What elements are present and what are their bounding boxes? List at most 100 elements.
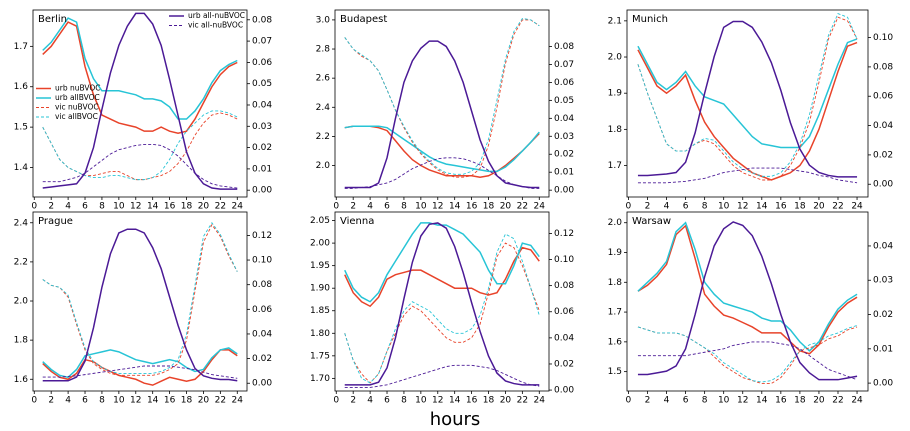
x-tick-label: 20 [500,396,512,406]
y-tick-label: 1.90 [310,284,330,294]
y2-tick-label: 0.00 [554,186,574,196]
panel-title: Vienna [340,216,374,227]
x-tick-label: 10 [113,396,125,406]
x-tick-label: 8 [702,396,708,406]
y2-tick-label: 0.04 [252,329,272,339]
x-tick-label: 22 [832,396,843,406]
y-tick-label: 1.7 [608,161,622,171]
x-tick-label: 2 [645,396,651,406]
x-tick-label: 4 [367,202,373,212]
x-tick-label: 18 [483,202,495,212]
y2-tick-label: 0.07 [252,37,272,47]
series-line [344,364,540,388]
legend-label: urb all-nuBVOC [188,11,245,20]
x-tick-label: 2 [48,202,54,212]
x-tick-label: 20 [813,202,825,212]
x-axis-label: hours [430,409,481,430]
series-line [344,125,540,178]
y-tick-label: 1.8 [14,336,29,346]
y-tick-label: 2.00 [310,239,330,249]
panel: 0 2 4 6 8 10 12 14 16 18 20 22 241.51.61.71.81.92.00… [608,211,893,406]
series-line [637,38,858,149]
x-tick-label: 10 [113,202,125,212]
series-line [42,228,238,382]
x-tick-label: 4 [65,396,71,406]
x-tick-label: 16 [466,202,478,212]
y2-tick-label: 0.00 [252,186,272,196]
x-tick-label: 20 [198,396,210,406]
y2-tick-label: 0.06 [554,307,574,317]
x-tick-label: 2 [350,202,356,212]
y-tick-label: 2.4 [14,218,29,228]
x-tick-label: 0 [31,396,37,406]
x-tick-label: 24 [851,202,863,212]
x-tick-label: 10 [718,202,730,212]
panel: 0 2 4 6 8 10 12 14 16 18 20 22 241.61.82.02.22.40.00… [14,211,272,406]
x-tick-label: 0 [31,202,37,212]
panel: 0 2 4 6 8 10 12 14 16 18 20 22 241.71.81.92.02.10.00… [608,9,893,212]
y-tick-label: 2.4 [316,103,331,113]
y2-tick-label: 0.00 [873,379,893,389]
series-line [42,12,238,190]
plot-frame [334,9,550,198]
y2-tick-label: 0.05 [252,79,272,89]
x-tick-label: 14 [449,202,461,212]
x-tick-label: 10 [718,396,730,406]
x-tick-label: 16 [164,396,176,406]
x-tick-label: 0 [626,396,632,406]
y-tick-label: 2.0 [316,161,331,171]
x-tick-label: 14 [449,396,461,406]
y-tick-label: 1.7 [14,42,28,52]
x-tick-label: 6 [683,202,689,212]
x-tick-label: 6 [82,396,88,406]
x-tick-label: 0 [333,396,339,406]
y2-tick-label: 0.04 [554,114,574,124]
y2-tick-label: 0.02 [873,150,893,160]
x-tick-label: 18 [483,396,495,406]
x-tick-label: 4 [367,396,373,406]
x-tick-label: 22 [517,202,528,212]
y-tick-label: 1.8 [608,278,623,288]
x-tick-label: 20 [198,202,210,212]
y2-tick-label: 0.04 [252,100,272,110]
y2-tick-label: 0.01 [873,344,893,354]
series-line [344,157,540,189]
x-tick-label: 12 [130,396,141,406]
x-tick-label: 16 [775,396,787,406]
plot-frame [626,211,869,392]
y2-tick-label: 0.06 [554,78,574,88]
series-line [637,20,858,178]
y-tick-label: 1.6 [14,82,29,92]
x-tick-label: 8 [99,202,105,212]
x-tick-label: 18 [794,202,806,212]
series-line [42,349,238,386]
y2-tick-label: 0.12 [252,231,272,241]
y2-tick-label: 0.02 [554,359,574,369]
y2-tick-label: 0.02 [554,150,574,160]
x-tick-label: 16 [466,396,478,406]
x-tick-label: 14 [147,202,159,212]
y2-tick-label: 0.04 [873,241,893,251]
y-tick-label: 1.75 [310,351,330,361]
x-tick-label: 24 [232,202,244,212]
series-line [637,224,858,355]
legend-label: urb nuBVOC [55,84,101,93]
y2-tick-label: 0.00 [554,386,574,396]
y-tick-label: 1.85 [310,306,330,316]
y-tick-label: 2.2 [316,132,330,142]
y2-tick-label: 0.06 [873,92,893,102]
y-tick-label: 1.5 [14,123,28,133]
y-tick-label: 1.95 [310,261,330,271]
x-tick-label: 16 [775,202,787,212]
y-tick-label: 2.2 [14,257,28,267]
y2-tick-label: 0.00 [252,379,272,389]
x-tick-label: 2 [48,396,54,406]
y2-tick-label: 0.10 [554,255,574,265]
x-tick-label: 8 [401,202,407,212]
x-tick-label: 6 [683,396,689,406]
legend-label: vic allBVOC [55,112,98,121]
series-line [637,167,858,184]
y-tick-label: 2.6 [316,74,331,84]
x-tick-label: 12 [432,202,443,212]
